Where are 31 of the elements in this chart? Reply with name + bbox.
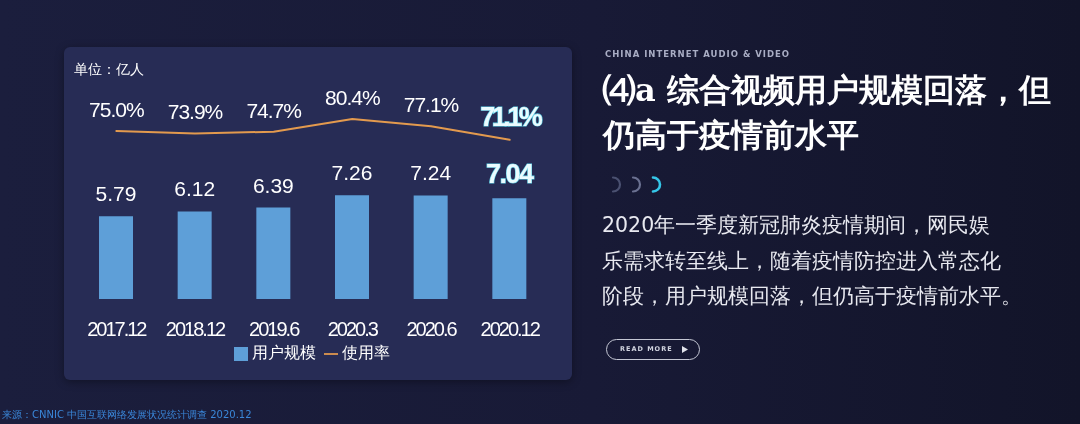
source-note: 来源：CNNIC 中国互联网络发展状况统计调查 2020.12	[2, 408, 252, 422]
data-label: 6.39	[252, 173, 294, 197]
data-label: 74.7%	[246, 98, 302, 122]
data-label: 77.1%	[403, 93, 459, 117]
bar	[99, 216, 133, 299]
data-label: 6.12	[174, 177, 216, 201]
x-tick-label: 2020.6	[406, 318, 458, 341]
x-tick-label: 2017.12	[87, 318, 148, 341]
data-label: 7.24	[410, 161, 452, 185]
data-label: 80.4%	[325, 85, 380, 109]
data-label: 7.04	[486, 159, 535, 190]
bar	[177, 211, 212, 299]
data-label: 71.1%	[480, 101, 543, 132]
data-label: 73.9%	[167, 100, 223, 124]
bar	[335, 195, 369, 299]
data-label: 5.79	[95, 182, 137, 206]
legend-label: 使用率	[341, 343, 390, 362]
x-tick-label: 2018.12	[165, 318, 227, 341]
legend-label: 用户规模	[251, 343, 316, 362]
x-tick-label: 2020.12	[480, 318, 541, 341]
text: 2020年一季度新冠肺炎疫情期间，网民娱乐需求转至线上，随着疫情防控进入常态化阶段，用户规模回落，但仍高于疫情前水平。	[602, 213, 1022, 308]
data-label: 75.0%	[89, 98, 144, 122]
x-tick-label: 2019.6	[249, 318, 301, 341]
bar	[492, 198, 527, 299]
bar	[413, 195, 448, 299]
text: 单位：亿人	[74, 61, 144, 79]
x-tick-label: 2020.3	[327, 318, 379, 341]
text: CHINA INTERNET AUDIO & VIDEO	[605, 49, 791, 59]
data-label: 7.26	[331, 161, 373, 185]
bar	[256, 207, 291, 299]
text: ⑷a 综合视频用户规模回落，但仍高于疫情前水平	[603, 70, 1052, 156]
